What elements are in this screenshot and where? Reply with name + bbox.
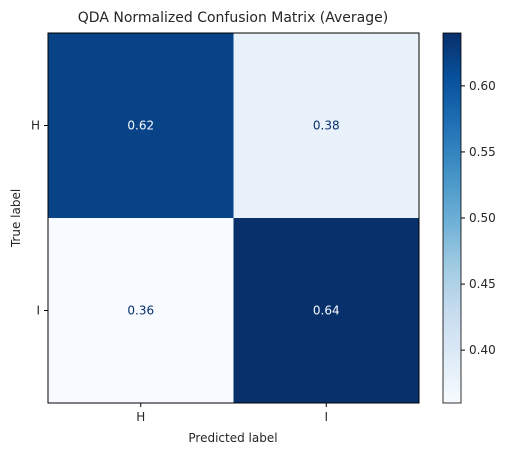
x-axis-label: Predicted label bbox=[188, 431, 277, 445]
colorbar-tick-label: 0.45 bbox=[469, 277, 496, 291]
y-axis-label: True label bbox=[9, 189, 23, 248]
y-tick-label: H bbox=[31, 119, 40, 133]
heatmap-cell bbox=[48, 33, 234, 219]
colorbar bbox=[442, 32, 462, 404]
colorbar-tick-label: 0.40 bbox=[469, 343, 496, 357]
y-axis: HI bbox=[31, 119, 48, 318]
cell-value-label: 0.64 bbox=[313, 304, 340, 318]
cell-value-label: 0.36 bbox=[127, 304, 154, 318]
heatmap-cell bbox=[233, 218, 420, 404]
heatmap-cell bbox=[48, 218, 234, 404]
cell-value-label: 0.38 bbox=[313, 119, 340, 133]
x-tick-label: H bbox=[136, 410, 145, 424]
colorbar-tick-label: 0.55 bbox=[469, 145, 496, 159]
colorbar-tick-label: 0.50 bbox=[469, 211, 496, 225]
cell-value-label: 0.62 bbox=[127, 119, 154, 133]
colorbar-ticks: 0.40 0.45 0.50 0.55 0.60 bbox=[461, 79, 496, 357]
x-tick-label: I bbox=[324, 410, 328, 424]
plot-frame bbox=[47, 32, 420, 404]
y-tick-label: I bbox=[36, 304, 40, 318]
heatmap-cells: 0.62 0.38 0.36 0.64 bbox=[48, 33, 420, 404]
colorbar-tick-label: 0.60 bbox=[469, 79, 496, 93]
chart-title: QDA Normalized Confusion Matrix (Average… bbox=[78, 10, 388, 26]
heatmap-cell bbox=[233, 33, 420, 219]
